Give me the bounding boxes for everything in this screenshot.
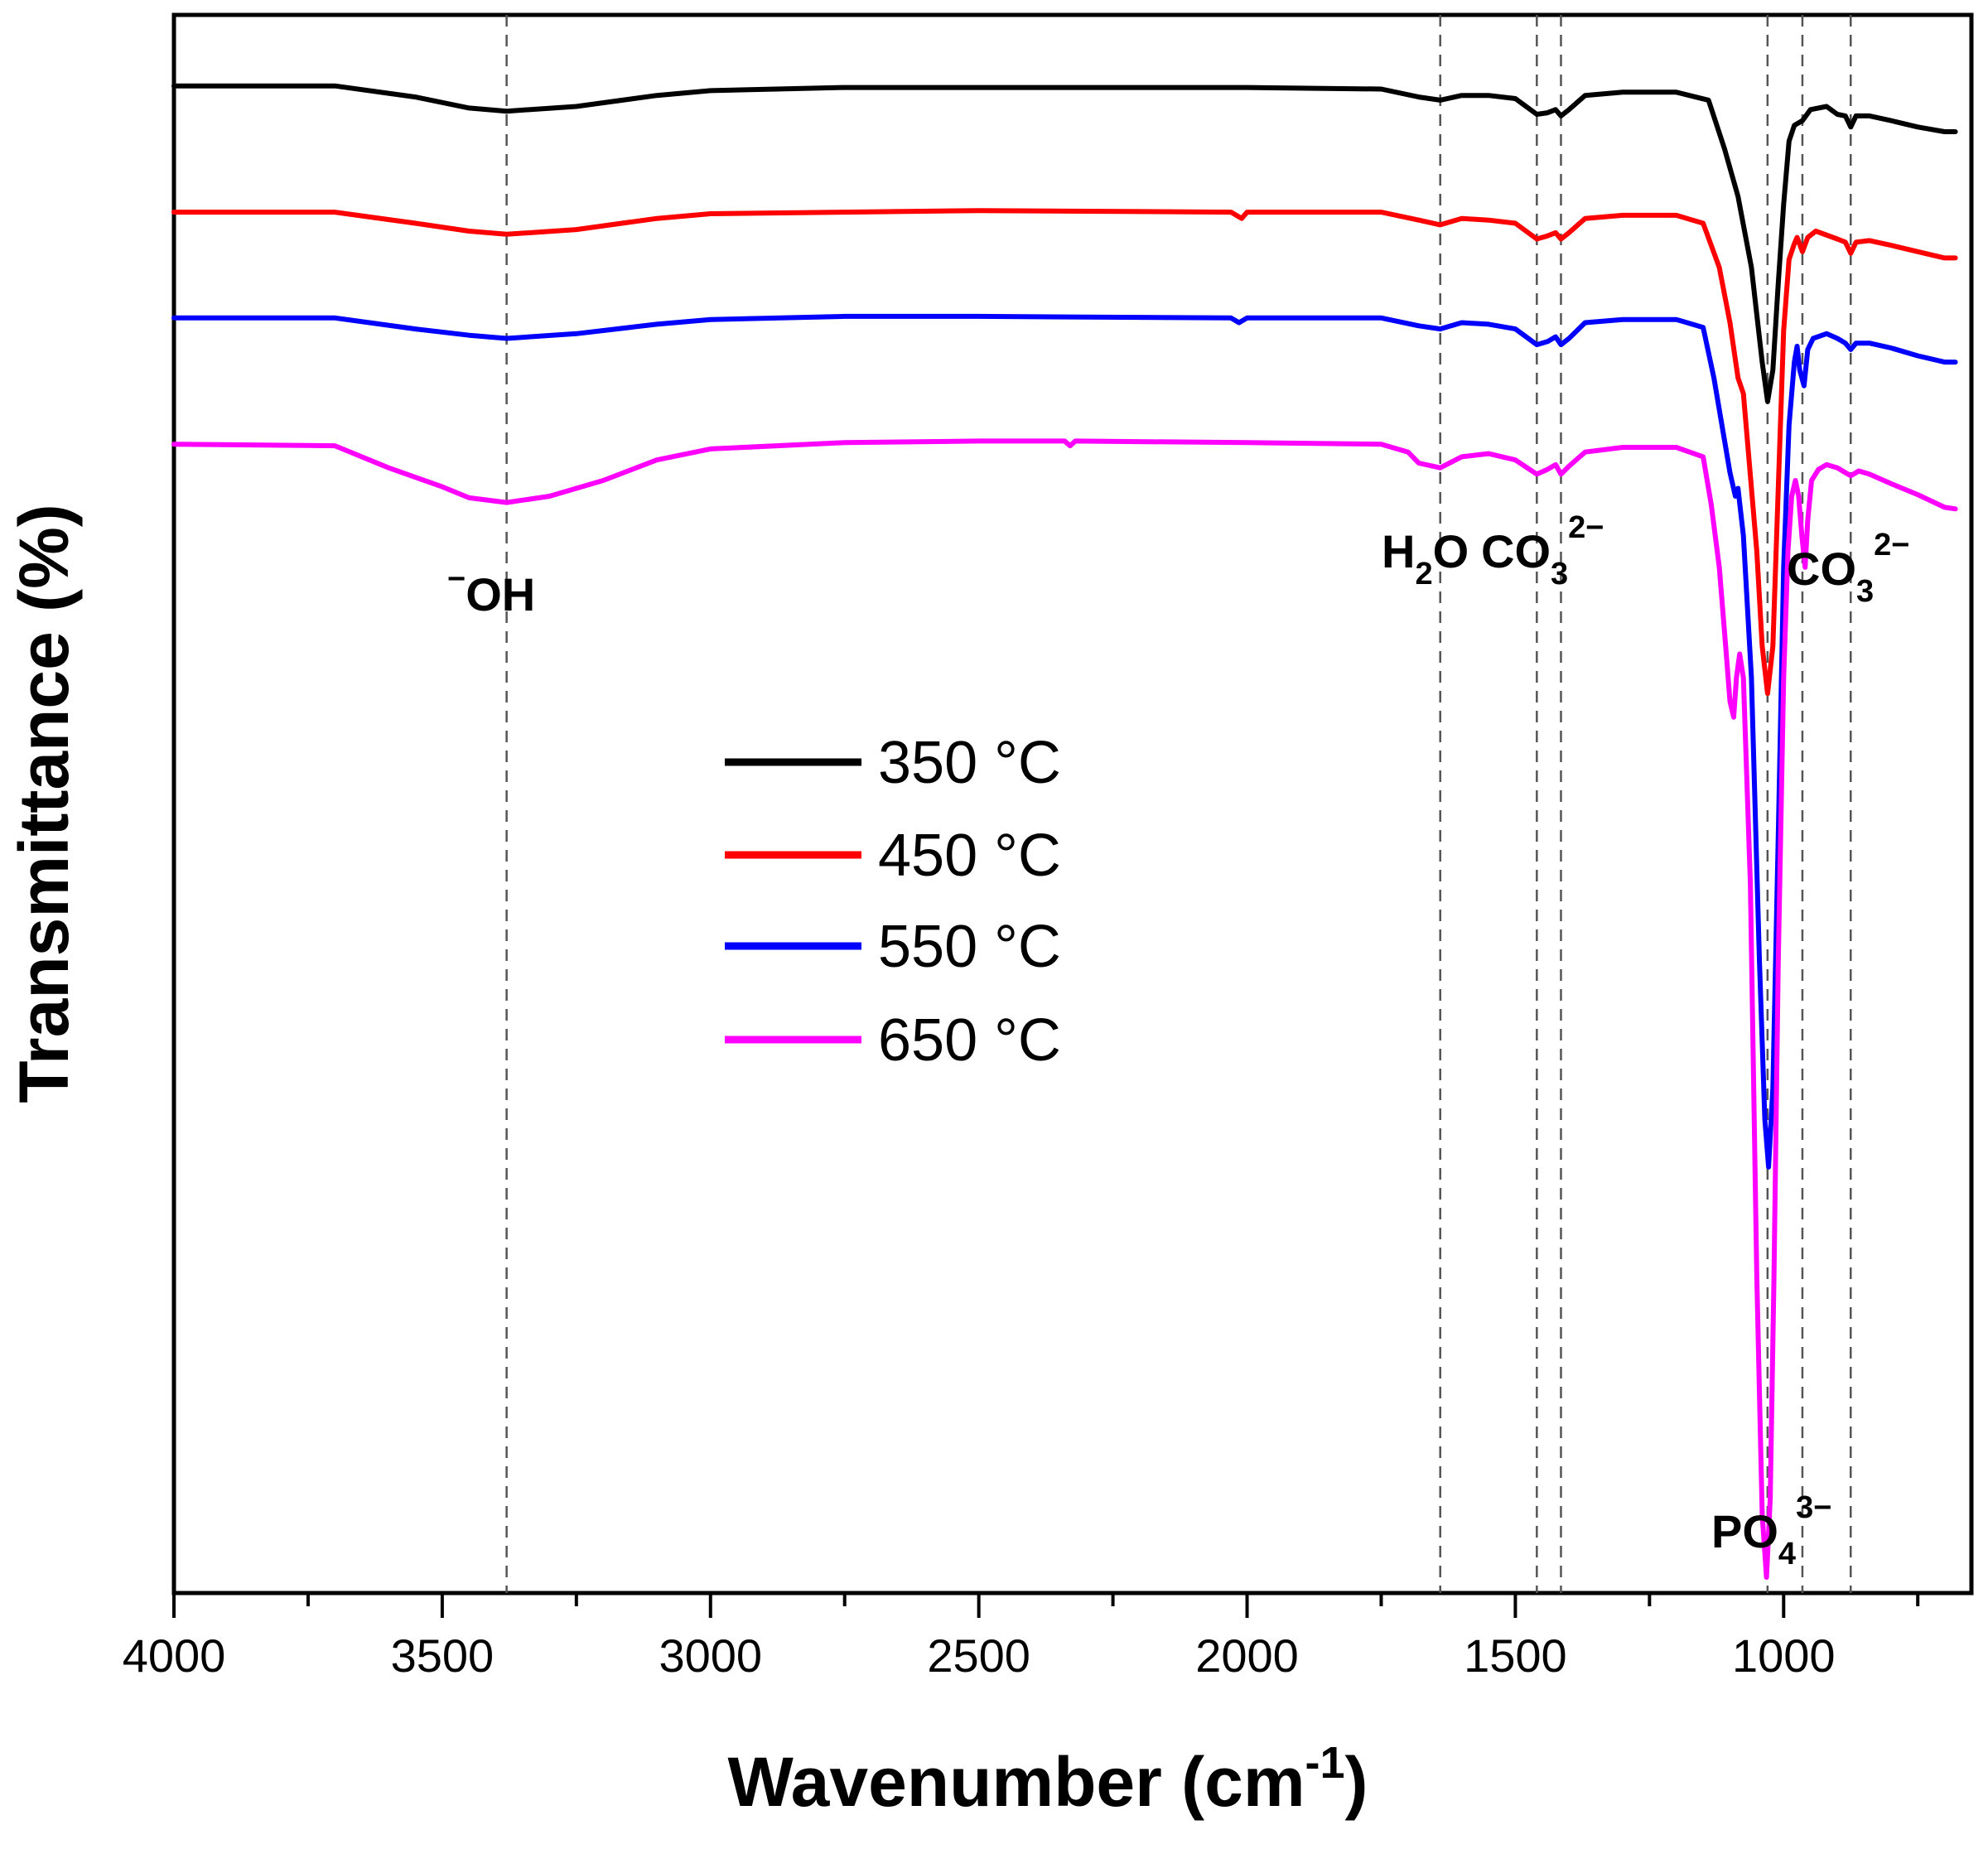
plot-frame	[171, 12, 1974, 1596]
legend-item-550: 550 °C	[725, 914, 1061, 980]
annotation-h2o: H2O	[1382, 525, 1469, 591]
series-layer	[171, 83, 1958, 1580]
legend-item-350: 350 °C	[725, 730, 1061, 796]
x-axis-ticks: 4000 3500 3000 2500 2000 1500 1000	[123, 1593, 1920, 1682]
legend-label-450: 450 °C	[878, 823, 1061, 889]
legend: 350 °C 450 °C 550 °C 650 °C	[725, 730, 1061, 1074]
x-tick-label-2500: 2500	[927, 1629, 1030, 1682]
legend-label-550: 550 °C	[878, 914, 1061, 980]
annotation-po4: PO43−	[1711, 1490, 1831, 1571]
series-line-350	[171, 83, 1958, 404]
annotation-co3-b: CO32−	[1787, 528, 1909, 609]
x-tick-label-4000: 4000	[123, 1629, 226, 1682]
legend-label-350: 350 °C	[878, 730, 1061, 796]
legend-item-650: 650 °C	[725, 1007, 1061, 1074]
series-line-550	[171, 313, 1958, 1170]
legend-item-450: 450 °C	[725, 823, 1061, 889]
x-tick-label-2000: 2000	[1195, 1629, 1299, 1682]
annotation-co3-a: CO32−	[1481, 510, 1604, 591]
series-line-450	[171, 208, 1958, 697]
x-tick-label-1500: 1500	[1464, 1629, 1567, 1682]
x-tick-label-1000: 1000	[1732, 1629, 1836, 1682]
legend-label-650: 650 °C	[878, 1007, 1061, 1074]
reference-lines	[505, 15, 1852, 1593]
x-tick-label-3000: 3000	[659, 1629, 762, 1682]
y-axis-title: Transmittance (%)	[5, 504, 83, 1103]
x-axis-title: Wavenumber (cm-1)	[727, 1738, 1368, 1821]
series-line-650	[171, 438, 1958, 1580]
x-tick-label-3500: 3500	[391, 1629, 495, 1682]
annotation-oh: −OH	[447, 562, 535, 620]
